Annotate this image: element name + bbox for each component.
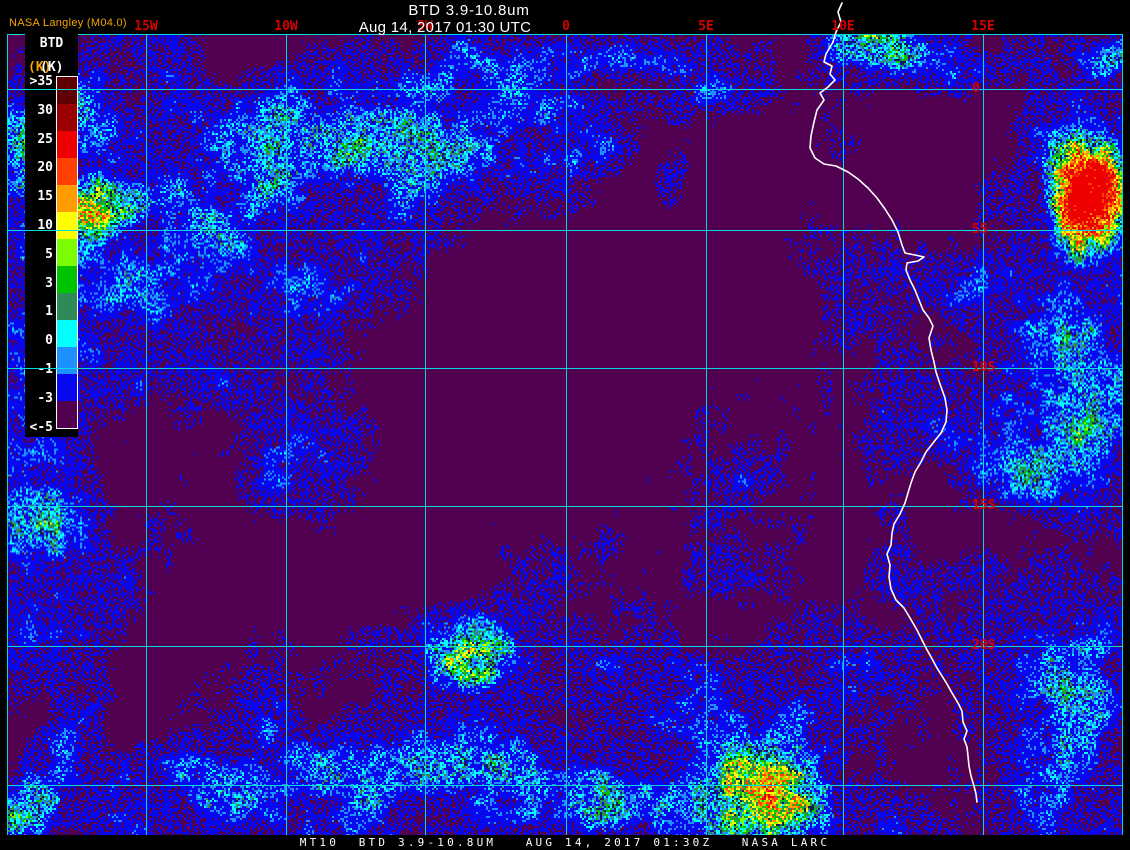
legend-tick-label: >35 xyxy=(29,74,53,89)
map-area: BTD (K) (K) >35 30 25 20 15 10 5 3 1 0 -1 -3 <-5 0 5S… xyxy=(7,33,1123,836)
lat-label: 5S xyxy=(972,222,988,237)
legend-tick-label: 20 xyxy=(37,160,53,176)
legend-color-block xyxy=(57,212,77,239)
legend-color-block xyxy=(57,104,77,131)
lon-label: 15E xyxy=(971,19,995,34)
legend-tick-label: 3 xyxy=(45,275,53,291)
legend-color-block xyxy=(57,374,77,401)
parallel-gridline xyxy=(8,230,1122,231)
legend-tick-label: 0 xyxy=(45,333,53,349)
legend-color-block xyxy=(57,293,77,320)
meridian-gridline xyxy=(706,35,707,836)
parallel-gridline xyxy=(8,785,1122,786)
legend-tick-label: 30 xyxy=(37,102,53,118)
legend-tick-label: -3 xyxy=(37,390,53,406)
meridian-gridline xyxy=(286,35,287,836)
meridian-gridline xyxy=(843,35,844,836)
legend-tick-label: 10 xyxy=(37,218,53,233)
lat-label: 20S xyxy=(972,638,996,653)
legend-tick-label: -1 xyxy=(37,362,53,377)
legend-colorbar xyxy=(56,76,78,429)
lat-label: 15S xyxy=(972,498,996,513)
legend-units-shadow: (K) xyxy=(28,60,52,75)
lon-label: 10E xyxy=(831,19,855,34)
legend-color-block xyxy=(57,347,77,374)
legend-color-block xyxy=(57,239,77,266)
legend-title: BTD xyxy=(39,36,64,51)
colorbar-legend: BTD (K) (K) >35 30 25 20 15 10 5 3 1 0 -1 -3 <-5 xyxy=(25,33,78,437)
legend-tick-label: <-5 xyxy=(29,419,53,435)
legend-color-block xyxy=(57,131,77,158)
lon-label: 15W xyxy=(134,19,158,34)
legend-color-block xyxy=(57,320,77,347)
lon-label: 0 xyxy=(562,19,570,34)
satellite-image-canvas xyxy=(8,35,1122,836)
meridian-gridline xyxy=(983,35,984,836)
meridian-gridline xyxy=(425,35,426,836)
legend-tick-label: 5 xyxy=(45,246,53,262)
legend-color-block xyxy=(57,401,77,428)
parallel-gridline xyxy=(8,368,1122,369)
lon-label: 5W xyxy=(417,19,433,34)
source-label: NASA Langley (M04.0) xyxy=(9,17,127,29)
footer-text: MT10 BTD 3.9-10.8UM AUG 14, 2017 01:30Z … xyxy=(299,836,831,849)
legend-color-block xyxy=(57,185,77,212)
legend-units: (K) xyxy=(40,60,64,75)
legend-tick-label: 25 xyxy=(37,131,53,147)
lon-label: 5E xyxy=(698,19,714,34)
lon-label: 10W xyxy=(274,19,298,34)
legend-tick-label: 1 xyxy=(45,304,53,320)
parallel-gridline xyxy=(8,89,1122,90)
lat-label: 0 xyxy=(972,81,980,96)
meridian-gridline xyxy=(146,35,147,836)
page-title: BTD 3.9-10.8um xyxy=(408,2,530,19)
legend-color-block xyxy=(57,266,77,293)
parallel-gridline xyxy=(8,646,1122,647)
datetime-label: Aug 14, 2017 01:30 UTC xyxy=(358,19,532,36)
meridian-gridline xyxy=(566,35,567,836)
footer-bar: MT10 BTD 3.9-10.8UM AUG 14, 2017 01:30Z … xyxy=(0,835,1130,850)
parallel-gridline xyxy=(8,506,1122,507)
legend-color-block xyxy=(57,77,77,104)
lat-label: 10S xyxy=(972,360,996,375)
legend-color-block xyxy=(57,158,77,185)
legend-tick-label: 15 xyxy=(37,189,53,205)
